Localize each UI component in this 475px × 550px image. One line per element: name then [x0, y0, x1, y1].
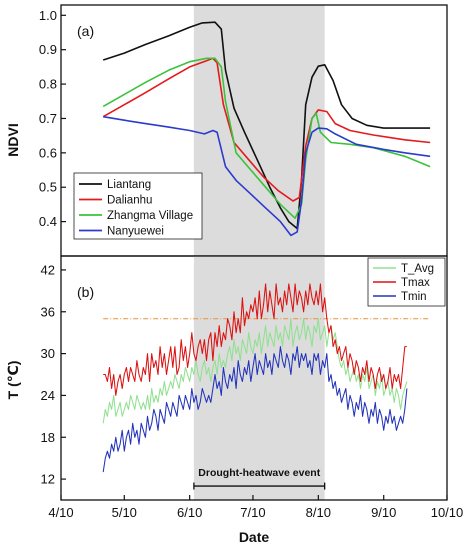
temp-y-tick-label: 18 — [41, 430, 55, 445]
date-x-tick-label: 10/10 — [431, 505, 464, 520]
temp-y-tick-label: 42 — [41, 262, 55, 277]
date-x-axis-label: Date — [239, 529, 270, 545]
ndvi-legend: Liantang Dalianhu Zhangma Village Nanyuewei — [73, 172, 203, 240]
legend-label-dalianhu: Dalianhu — [107, 195, 152, 207]
ndvi-line-dalianhu — [102, 57, 431, 202]
ndvi-line-liantang — [102, 21, 431, 230]
temp-y-ticks: 12 18 24 30 36 42 — [41, 262, 66, 487]
drought-shade-a — [193, 5, 325, 256]
ndvi-series-lines — [102, 21, 431, 237]
drought-heatwave-annotation: Drought-heatwave event — [193, 467, 326, 490]
ndvi-y-tick-label: 0.9 — [39, 42, 57, 57]
temp-y-axis-label: T (℃) — [5, 361, 21, 400]
date-x-tick-label: 7/10 — [240, 505, 265, 520]
legend-label-zhangma-village: Zhangma Village — [107, 210, 193, 222]
ndvi-y-axis-label: NDVI — [5, 123, 21, 156]
legend-label-liantang: Liantang — [107, 179, 151, 191]
ndvi-line-nanyuewei — [103, 115, 431, 237]
legend-label-tmin: Tmin — [401, 291, 427, 303]
date-x-ticks: 4/10 5/10 6/10 7/10 8/10 9/10 10/10 — [48, 495, 463, 520]
temperature-series-lines — [102, 283, 408, 473]
date-x-tick-label: 8/10 — [306, 505, 331, 520]
panel-a-ndvi-chart: 0.4 0.5 0.6 0.7 0.8 0.9 1.0 (a) NDVI Liantang D… — [5, 4, 448, 257]
temp-y-tick-label: 24 — [41, 388, 55, 403]
ndvi-y-tick-label: 0.8 — [39, 77, 57, 92]
temperature-legend: T_Avg Tmax Tmin — [367, 257, 446, 307]
temp-y-tick-label: 30 — [41, 346, 55, 361]
temp-line-t-avg — [102, 318, 408, 424]
ndvi-y-tick-label: 0.7 — [39, 111, 57, 126]
panel-b-label: (b) — [77, 284, 94, 300]
panel-b-temperature-chart: Drought-heatwave event 12 18 24 30 36 42 4/10… — [5, 255, 463, 545]
legend-label-t-avg: T_Avg — [401, 263, 434, 275]
ndvi-line-zhangma-village — [102, 57, 431, 219]
ndvi-y-tick-label: 1.0 — [39, 8, 57, 23]
ndvi-y-ticks: 0.4 0.5 0.6 0.7 0.8 0.9 1.0 — [39, 8, 66, 229]
date-x-tick-label: 6/10 — [177, 505, 202, 520]
date-x-tick-label: 9/10 — [371, 505, 396, 520]
panel-b-frame — [60, 255, 448, 501]
legend-label-tmax: Tmax — [401, 277, 430, 289]
annotation-label: Drought-heatwave event — [198, 467, 320, 479]
temp-y-tick-label: 36 — [41, 304, 55, 319]
date-x-tick-label: 4/10 — [48, 505, 73, 520]
ndvi-y-tick-label: 0.5 — [39, 180, 57, 195]
date-x-tick-label: 5/10 — [112, 505, 137, 520]
temp-line-tmin — [102, 346, 408, 473]
temp-line-tmax — [103, 283, 407, 396]
ndvi-y-tick-label: 0.4 — [39, 214, 57, 229]
ndvi-y-tick-label: 0.6 — [39, 145, 57, 160]
legend-label-nanyuewei: Nanyuewei — [107, 226, 164, 238]
panel-a-label: (a) — [77, 23, 94, 39]
temp-y-tick-label: 12 — [41, 472, 55, 487]
